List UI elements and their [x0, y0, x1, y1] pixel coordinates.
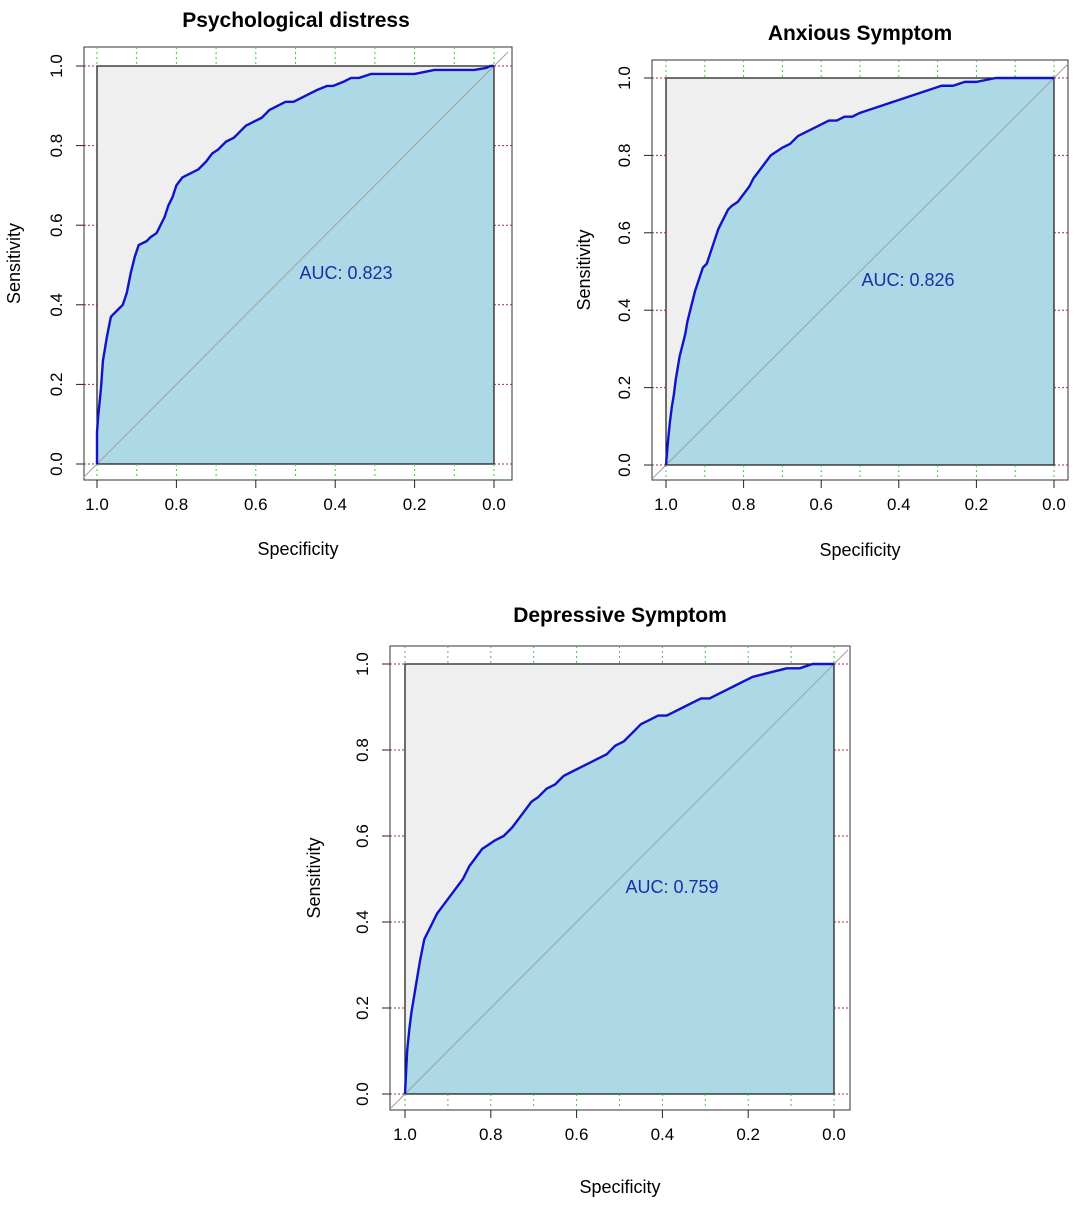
x-tick-label: 0.0	[822, 1125, 846, 1144]
y-tick-label: 0.8	[353, 738, 372, 762]
x-tick-label: 0.2	[965, 495, 989, 514]
roc-panel-1: 1.0 0.8 0.6 0.4 0.2 0.0 0.0 0.2 0.4 0.6 0.8 1.0 Psyc…	[4, 9, 513, 559]
x-tick-label: 0.4	[323, 495, 347, 514]
y-axis-label: Sensitivity	[304, 837, 324, 918]
x-tick-label: 0.2	[736, 1125, 760, 1144]
y-tick-label: 0.6	[47, 213, 66, 237]
x-tick-label: 0.4	[651, 1125, 675, 1144]
chart-title: Anxious Symptom	[768, 22, 952, 45]
diagonal-reference	[82, 51, 509, 479]
x-tick-label: 0.0	[482, 495, 506, 514]
x-axis-label: Specificity	[819, 540, 900, 560]
roc-panel-3: 1.0 0.8 0.6 0.4 0.2 0.0 0.0 0.2 0.4 0.6 0.8 1.0 Depr…	[304, 604, 851, 1197]
chart-title: Depressive Symptom	[513, 604, 727, 627]
roc-curve	[664, 76, 1054, 466]
y-tick-label: 0.8	[615, 144, 634, 168]
x-tick-label: 0.2	[403, 495, 427, 514]
y-tick-label: 0.2	[47, 373, 66, 397]
auc-label: AUC: 0.823	[299, 263, 392, 283]
auc-label: AUC: 0.759	[625, 877, 718, 897]
y-tick-label: 0.0	[47, 452, 66, 476]
y-tick-label: 0.8	[47, 134, 66, 158]
x-tick-label: 0.6	[244, 495, 268, 514]
diagonal-reference	[390, 649, 849, 1109]
x-tick-label: 1.0	[393, 1125, 417, 1144]
y-tick-label: 0.0	[615, 453, 634, 477]
x-tick-label: 0.0	[1042, 495, 1066, 514]
x-tick-label: 1.0	[654, 495, 678, 514]
x-tick-label: 0.8	[479, 1125, 503, 1144]
x-tick-label: 0.8	[732, 495, 756, 514]
y-tick-label: 0.6	[615, 221, 634, 245]
y-tick-label: 1.0	[353, 652, 372, 676]
y-tick-label: 0.4	[47, 293, 66, 317]
x-tick-label: 0.4	[887, 495, 911, 514]
x-tick-label: 0.6	[809, 495, 833, 514]
y-tick-label: 0.4	[615, 298, 634, 322]
auc-label: AUC: 0.826	[861, 270, 954, 290]
y-tick-label: 1.0	[47, 54, 66, 78]
y-tick-label: 0.4	[353, 910, 372, 934]
y-tick-label: 0.2	[353, 996, 372, 1020]
x-tick-label: 0.6	[565, 1125, 589, 1144]
diagonal-reference	[651, 63, 1069, 480]
y-tick-label: 1.0	[615, 66, 634, 90]
x-axis-label: Specificity	[579, 1177, 660, 1197]
x-axis-label: Specificity	[257, 539, 338, 559]
x-tick-label: 1.0	[85, 495, 109, 514]
x-tick-label: 0.8	[165, 495, 189, 514]
y-axis-label: Sensitivity	[4, 223, 24, 304]
y-tick-label: 0.0	[353, 1082, 372, 1106]
roc-curve	[403, 662, 834, 1095]
y-tick-label: 0.2	[615, 376, 634, 400]
roc-panel-2: 1.0 0.8 0.6 0.4 0.2 0.0 0.0 0.2 0.4 0.6 0.8 1.0 Anxi…	[574, 22, 1069, 560]
y-tick-label: 0.6	[353, 824, 372, 848]
chart-title: Psychological distress	[182, 9, 410, 32]
y-axis-label: Sensitivity	[574, 229, 594, 310]
roc-curve	[95, 64, 494, 464]
